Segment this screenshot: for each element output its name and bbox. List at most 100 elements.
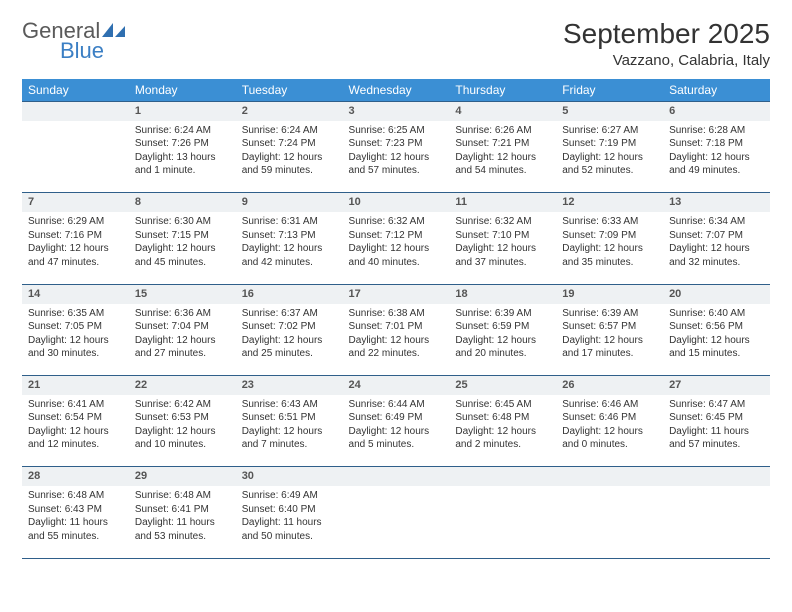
daylight-text: Daylight: 12 hours and 12 minutes. [28, 425, 123, 452]
sunrise-text: Sunrise: 6:49 AM [242, 489, 337, 503]
sunrise-text: Sunrise: 6:43 AM [242, 398, 337, 412]
weekday-header-row: Sunday Monday Tuesday Wednesday Thursday… [22, 79, 770, 102]
day-number: 22 [129, 376, 236, 395]
day-number: 24 [343, 376, 450, 395]
header: GeneralBlue September 2025 Vazzano, Cala… [22, 18, 770, 69]
day-cell: Sunrise: 6:35 AMSunset: 7:05 PMDaylight:… [22, 304, 129, 376]
sunset-text: Sunset: 7:09 PM [562, 229, 657, 243]
sunset-text: Sunset: 6:45 PM [669, 411, 764, 425]
location-text: Vazzano, Calabria, Italy [563, 52, 770, 69]
day-cell [449, 486, 556, 558]
day-number: 1 [129, 102, 236, 121]
daylight-text: Daylight: 12 hours and 25 minutes. [242, 334, 337, 361]
day-cell: Sunrise: 6:41 AMSunset: 6:54 PMDaylight:… [22, 395, 129, 467]
daylight-text: Daylight: 12 hours and 30 minutes. [28, 334, 123, 361]
sunrise-text: Sunrise: 6:25 AM [349, 124, 444, 138]
daylight-text: Daylight: 12 hours and 32 minutes. [669, 242, 764, 269]
sunrise-text: Sunrise: 6:44 AM [349, 398, 444, 412]
daylight-text: Daylight: 12 hours and 52 minutes. [562, 151, 657, 178]
sunset-text: Sunset: 6:57 PM [562, 320, 657, 334]
sunrise-text: Sunrise: 6:38 AM [349, 307, 444, 321]
day-number: 5 [556, 102, 663, 121]
calendar-table: Sunday Monday Tuesday Wednesday Thursday… [22, 79, 770, 559]
sunset-text: Sunset: 7:05 PM [28, 320, 123, 334]
day-number: 11 [449, 193, 556, 212]
sunrise-text: Sunrise: 6:39 AM [455, 307, 550, 321]
day-content-row: Sunrise: 6:29 AMSunset: 7:16 PMDaylight:… [22, 212, 770, 284]
sunrise-text: Sunrise: 6:29 AM [28, 215, 123, 229]
day-number [556, 467, 663, 486]
daylight-text: Daylight: 12 hours and 42 minutes. [242, 242, 337, 269]
sunrise-text: Sunrise: 6:41 AM [28, 398, 123, 412]
day-number [449, 467, 556, 486]
day-number: 3 [343, 102, 450, 121]
sunrise-text: Sunrise: 6:31 AM [242, 215, 337, 229]
weekday-header: Friday [556, 79, 663, 102]
daylight-text: Daylight: 12 hours and 35 minutes. [562, 242, 657, 269]
sunset-text: Sunset: 6:40 PM [242, 503, 337, 517]
day-cell: Sunrise: 6:26 AMSunset: 7:21 PMDaylight:… [449, 121, 556, 193]
daylight-text: Daylight: 13 hours and 1 minute. [135, 151, 230, 178]
day-cell: Sunrise: 6:29 AMSunset: 7:16 PMDaylight:… [22, 212, 129, 284]
month-title: September 2025 [563, 18, 770, 50]
day-content-row: Sunrise: 6:35 AMSunset: 7:05 PMDaylight:… [22, 304, 770, 376]
sunrise-text: Sunrise: 6:24 AM [242, 124, 337, 138]
sunset-text: Sunset: 7:24 PM [242, 137, 337, 151]
day-number: 16 [236, 284, 343, 303]
daynum-row: 282930 [22, 467, 770, 486]
sunrise-text: Sunrise: 6:28 AM [669, 124, 764, 138]
day-cell: Sunrise: 6:32 AMSunset: 7:12 PMDaylight:… [343, 212, 450, 284]
day-number: 7 [22, 193, 129, 212]
sunset-text: Sunset: 6:51 PM [242, 411, 337, 425]
daylight-text: Daylight: 12 hours and 40 minutes. [349, 242, 444, 269]
day-cell: Sunrise: 6:32 AMSunset: 7:10 PMDaylight:… [449, 212, 556, 284]
day-cell: Sunrise: 6:31 AMSunset: 7:13 PMDaylight:… [236, 212, 343, 284]
daynum-row: 14151617181920 [22, 284, 770, 303]
weekday-header: Sunday [22, 79, 129, 102]
sunrise-text: Sunrise: 6:27 AM [562, 124, 657, 138]
daylight-text: Daylight: 12 hours and 59 minutes. [242, 151, 337, 178]
sunset-text: Sunset: 7:10 PM [455, 229, 550, 243]
sunrise-text: Sunrise: 6:33 AM [562, 215, 657, 229]
sunset-text: Sunset: 6:46 PM [562, 411, 657, 425]
day-cell: Sunrise: 6:24 AMSunset: 7:24 PMDaylight:… [236, 121, 343, 193]
sunset-text: Sunset: 7:13 PM [242, 229, 337, 243]
daylight-text: Daylight: 12 hours and 54 minutes. [455, 151, 550, 178]
day-cell: Sunrise: 6:43 AMSunset: 6:51 PMDaylight:… [236, 395, 343, 467]
weekday-header: Monday [129, 79, 236, 102]
day-number: 21 [22, 376, 129, 395]
day-cell: Sunrise: 6:28 AMSunset: 7:18 PMDaylight:… [663, 121, 770, 193]
daylight-text: Daylight: 12 hours and 57 minutes. [349, 151, 444, 178]
sunset-text: Sunset: 7:01 PM [349, 320, 444, 334]
day-number: 29 [129, 467, 236, 486]
day-cell [343, 486, 450, 558]
day-content-row: Sunrise: 6:24 AMSunset: 7:26 PMDaylight:… [22, 121, 770, 193]
daylight-text: Daylight: 12 hours and 15 minutes. [669, 334, 764, 361]
day-number: 30 [236, 467, 343, 486]
day-cell: Sunrise: 6:38 AMSunset: 7:01 PMDaylight:… [343, 304, 450, 376]
title-block: September 2025 Vazzano, Calabria, Italy [563, 18, 770, 69]
sunset-text: Sunset: 6:59 PM [455, 320, 550, 334]
daylight-text: Daylight: 12 hours and 17 minutes. [562, 334, 657, 361]
sunset-text: Sunset: 6:53 PM [135, 411, 230, 425]
sunrise-text: Sunrise: 6:24 AM [135, 124, 230, 138]
daylight-text: Daylight: 12 hours and 10 minutes. [135, 425, 230, 452]
day-cell: Sunrise: 6:36 AMSunset: 7:04 PMDaylight:… [129, 304, 236, 376]
sunset-text: Sunset: 6:56 PM [669, 320, 764, 334]
sunset-text: Sunset: 7:15 PM [135, 229, 230, 243]
day-content-row: Sunrise: 6:41 AMSunset: 6:54 PMDaylight:… [22, 395, 770, 467]
day-cell [663, 486, 770, 558]
weekday-header: Tuesday [236, 79, 343, 102]
daylight-text: Daylight: 11 hours and 50 minutes. [242, 516, 337, 543]
day-number: 20 [663, 284, 770, 303]
day-cell [556, 486, 663, 558]
day-cell: Sunrise: 6:39 AMSunset: 6:59 PMDaylight:… [449, 304, 556, 376]
day-cell: Sunrise: 6:24 AMSunset: 7:26 PMDaylight:… [129, 121, 236, 193]
brand-logo: GeneralBlue [22, 18, 128, 64]
daylight-text: Daylight: 12 hours and 2 minutes. [455, 425, 550, 452]
sunrise-text: Sunrise: 6:32 AM [349, 215, 444, 229]
day-number: 8 [129, 193, 236, 212]
sunrise-text: Sunrise: 6:35 AM [28, 307, 123, 321]
day-cell: Sunrise: 6:49 AMSunset: 6:40 PMDaylight:… [236, 486, 343, 558]
sunrise-text: Sunrise: 6:48 AM [135, 489, 230, 503]
